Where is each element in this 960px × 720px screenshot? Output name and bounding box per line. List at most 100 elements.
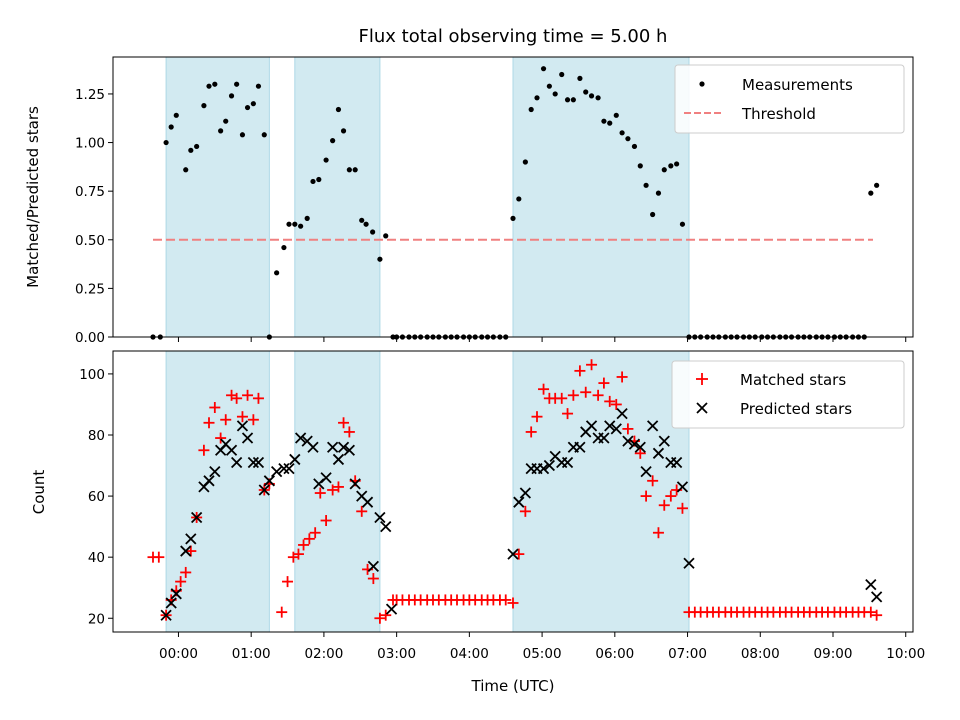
predicted-star-point — [326, 441, 339, 453]
matched-star-point — [616, 371, 628, 383]
matched-star-point — [309, 527, 321, 539]
measurement-point — [655, 190, 662, 196]
matched-star-point — [252, 392, 264, 404]
measurement-point — [292, 221, 298, 227]
predicted-star-point — [247, 456, 260, 469]
measurement-point — [516, 196, 522, 202]
measurement-point — [868, 190, 874, 196]
top-y-axis-ticks: 0.00 0.25 0.50 0.75 1.00 1.25 — [75, 87, 113, 346]
predicted-star-point — [236, 420, 249, 432]
measurement-point — [674, 161, 680, 167]
measurement-point — [298, 223, 304, 229]
ratio-panel: Flux total observing time = 5.00 h 0.000… — [24, 26, 914, 346]
matched-star-point — [525, 426, 537, 438]
matched-star-point — [338, 417, 350, 429]
x-tick-label: 09:00 — [814, 646, 853, 662]
predicted-star-point — [870, 591, 883, 603]
matched-star-point — [647, 475, 659, 487]
measurement-point — [218, 128, 224, 134]
measurement-point — [261, 132, 267, 138]
predicted-star-point — [652, 447, 665, 459]
measurement-point — [363, 221, 369, 227]
y-tick-label: 1.00 — [75, 136, 105, 152]
measurement-point — [212, 81, 218, 87]
matched-star-point — [580, 386, 592, 398]
matched-star-point — [320, 515, 332, 527]
measurement-point — [661, 167, 667, 173]
matched-star-point — [567, 389, 579, 401]
matched-star-point — [513, 548, 525, 560]
observing-window-1 — [165, 350, 270, 633]
matched-star-point — [640, 490, 652, 502]
measurement-point — [534, 95, 540, 101]
measurement-point — [613, 112, 619, 118]
matched-star-point — [276, 606, 288, 618]
matched-star-point — [604, 395, 616, 407]
matched-star-point — [215, 432, 227, 444]
measurement-point — [874, 182, 880, 188]
matched-star-point — [203, 417, 215, 429]
predicted-star-point — [676, 481, 689, 493]
x-tick-label: 04:00 — [450, 646, 489, 662]
measurement-point — [173, 112, 179, 118]
measurement-point — [346, 167, 352, 173]
y-tick-label: 0.50 — [75, 233, 105, 249]
measurement-point — [625, 136, 631, 142]
matched-star-point — [236, 411, 248, 423]
matched-star-point — [665, 490, 677, 502]
matched-star-point — [367, 573, 379, 585]
predicted-star-point — [185, 533, 197, 545]
measurement-point — [228, 93, 235, 99]
predicted-star-point — [270, 466, 283, 478]
measurement-point — [583, 89, 589, 95]
predicted-star-point — [561, 456, 574, 469]
predicted-star-point — [683, 557, 695, 569]
predicted-star-point — [258, 484, 270, 496]
measurement-point — [668, 163, 674, 169]
measurement-point — [631, 143, 638, 150]
matched-star-point — [298, 539, 310, 551]
matched-star-point — [380, 609, 392, 621]
predicted-star-point — [537, 462, 550, 475]
measurement-point — [234, 81, 240, 87]
x-tick-label: 03:00 — [377, 646, 416, 662]
matched-legend-marker — [696, 373, 708, 385]
predicted-star-point — [241, 432, 254, 444]
matched-star-point — [209, 402, 221, 414]
matched-star-point — [592, 389, 604, 401]
predicted-star-point — [209, 466, 221, 478]
predicted-star-point — [604, 420, 616, 432]
measurement-point — [546, 83, 552, 89]
x-tick-label: 07:00 — [668, 646, 707, 662]
measurement-point — [310, 178, 316, 185]
predicted-star-point — [349, 478, 361, 490]
matched-star-point — [242, 389, 254, 401]
predicted-star-point — [622, 435, 634, 447]
matched-star-point — [519, 505, 531, 517]
predicted-star-point — [307, 441, 319, 453]
x-tick-label: 01:00 — [232, 646, 271, 662]
top-legend-box — [674, 64, 905, 134]
predicted-star-point — [380, 520, 392, 533]
matched-star-point — [562, 408, 574, 420]
predicted-star-point — [160, 609, 172, 621]
top-x-axis-ticks — [177, 337, 907, 342]
matched-star-point — [598, 377, 610, 389]
predicted-star-point — [543, 459, 556, 472]
observing-windows — [165, 350, 690, 633]
measurement-point — [595, 95, 601, 101]
matched-star-point — [865, 606, 877, 618]
predicted-star-point — [574, 441, 586, 453]
y-tick-label: 0.25 — [75, 281, 105, 297]
predicted-star-point — [616, 407, 628, 420]
bottom-legend-box — [671, 360, 905, 429]
predicted-star-point — [278, 462, 290, 475]
matched-star-point — [198, 444, 210, 456]
predicted-star-point — [203, 475, 215, 487]
predicted-star-point — [180, 545, 192, 557]
predicted-star-point — [519, 487, 532, 499]
measurement-point — [239, 132, 246, 138]
measurements-legend-marker — [699, 81, 705, 87]
measurement-point — [552, 91, 558, 97]
